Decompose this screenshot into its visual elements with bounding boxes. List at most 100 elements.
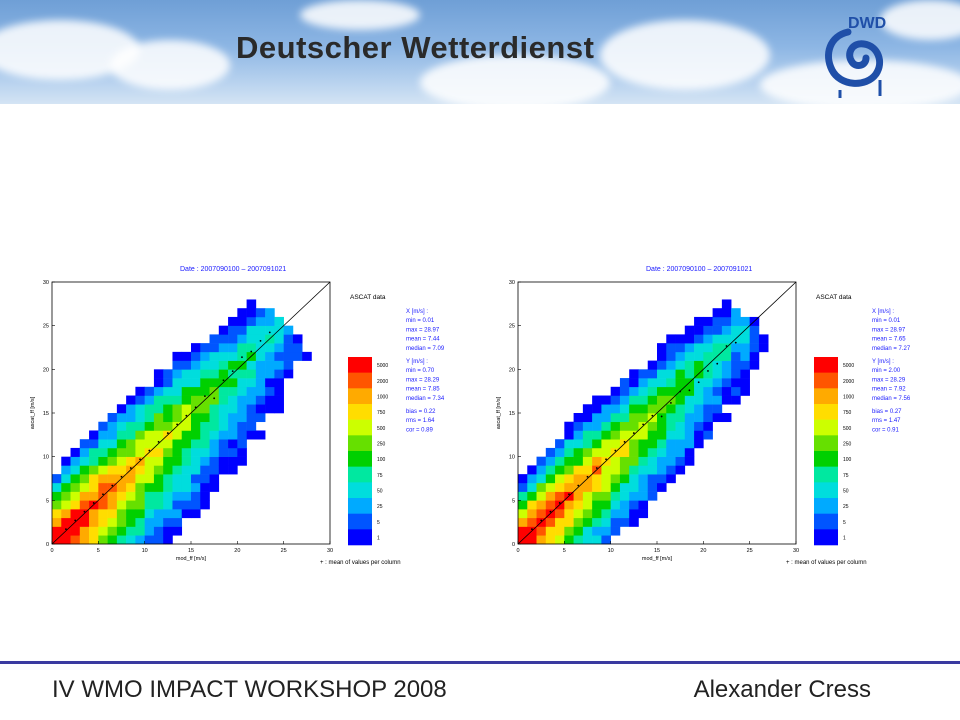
heatmap-cell — [98, 430, 108, 440]
heatmap-cell — [98, 456, 108, 466]
heatmap-cell — [181, 491, 192, 501]
colorbar-label: 250 — [377, 442, 386, 448]
heatmap-cell — [163, 378, 173, 388]
heatmap-cell — [684, 386, 695, 396]
heatmap-cell — [274, 343, 284, 353]
heatmap-cell — [703, 404, 713, 414]
colorbar-label: 750 — [843, 410, 852, 416]
colorbar-label: 1000 — [377, 395, 388, 401]
colorbar-label: 25 — [377, 504, 383, 510]
heatmap-cell — [116, 404, 127, 414]
heatmap-cell — [703, 369, 713, 379]
heatmap-cell — [573, 509, 584, 519]
heatmap-cell — [228, 439, 238, 449]
heatmap-cell — [153, 535, 164, 545]
heatmap-cell — [153, 482, 164, 492]
heatmap-cell — [107, 430, 118, 440]
heatmap-cell — [61, 456, 71, 466]
stats-line: rms = 1.64 — [406, 418, 435, 424]
heatmap-cell — [601, 491, 611, 501]
heatmap-cell — [265, 378, 275, 388]
heatmap-cell — [740, 378, 750, 388]
heatmap-cell — [592, 491, 602, 501]
heatmap-cell — [52, 517, 62, 527]
heatmap-cell — [564, 447, 574, 457]
heatmap-cell — [647, 360, 658, 370]
heatmap-cell — [209, 439, 220, 449]
heatmap-cell — [237, 386, 247, 396]
heatmap-cell — [536, 482, 547, 492]
colorbar-swatch — [814, 419, 838, 436]
heatmap-cell — [237, 334, 247, 344]
heatmap-cell — [89, 465, 99, 475]
heatmap-cell — [200, 351, 210, 361]
heatmap-cell — [274, 386, 284, 396]
heatmap-cell — [647, 474, 658, 484]
heatmap-cell — [619, 421, 630, 431]
heatmap-cell — [601, 517, 611, 527]
mean-marker — [549, 510, 552, 513]
heatmap-cell — [675, 334, 686, 344]
heatmap-cell — [191, 395, 201, 405]
heatmap-cell — [712, 413, 723, 423]
heatmap-cell — [601, 395, 611, 405]
heatmap-cell — [619, 509, 630, 519]
heatmap-cell — [684, 421, 695, 431]
heatmap-cell — [107, 439, 118, 449]
heatmap-cell — [610, 500, 621, 510]
x-tick-label: 0 — [50, 548, 53, 554]
heatmap-cell — [126, 517, 136, 527]
mean-marker — [595, 467, 598, 469]
heatmap-cell — [107, 456, 118, 466]
heatmap-cell — [246, 395, 257, 405]
heatmap-cell — [283, 360, 294, 370]
stats-line: min = 0.01 — [406, 318, 435, 324]
heatmap-cell — [666, 369, 676, 379]
heatmap-cell — [629, 474, 639, 484]
mean-marker — [558, 502, 561, 504]
heatmap-cell — [191, 351, 201, 361]
heatmap-cell — [731, 395, 741, 405]
heatmap-cell — [666, 413, 676, 423]
heatmap-cell — [255, 404, 266, 414]
heatmap-cell — [274, 360, 284, 370]
x-axis-label: mod_ff [m/s] — [642, 556, 673, 562]
heatmap-cell — [731, 316, 741, 326]
heatmap-cell — [144, 474, 155, 484]
heatmap-cell — [153, 369, 164, 379]
heatmap-cell — [246, 343, 257, 353]
heatmap-cell — [52, 491, 62, 501]
heatmap-cell — [265, 325, 275, 335]
heatmap-cell — [527, 465, 537, 475]
heatmap-cell — [647, 404, 658, 414]
mean-marker — [176, 423, 179, 426]
colorbar-swatch — [814, 388, 838, 405]
heatmap-cell — [592, 535, 602, 545]
heatmap-cell — [573, 491, 584, 501]
mean-marker — [734, 341, 737, 344]
heatmap-cell — [89, 509, 99, 519]
heatmap-cell — [255, 369, 266, 379]
heatmap-cell — [647, 456, 658, 466]
heatmap-cell — [218, 360, 229, 370]
heatmap-cell — [555, 447, 565, 457]
heatmap-cell — [573, 421, 584, 431]
y-axis-label: ascat_ff [m/s] — [30, 396, 36, 429]
heatmap-cell — [126, 439, 136, 449]
heatmap-cell — [592, 517, 602, 527]
heatmap-cell — [209, 456, 220, 466]
heatmap-cell — [126, 413, 136, 423]
heatmap-cell — [675, 413, 686, 423]
heatmap-cell — [536, 456, 547, 466]
heatmap-cell — [684, 325, 695, 335]
heatmap-cell — [629, 439, 639, 449]
heatmap-cell — [638, 456, 649, 466]
heatmap-cell — [135, 509, 145, 519]
heatmap-cell — [79, 474, 90, 484]
heatmap-cell — [601, 413, 611, 423]
heatmap-cell — [657, 378, 667, 388]
heatmap-cell — [172, 474, 183, 484]
mean-marker — [213, 397, 216, 400]
heatmap-cell — [657, 369, 667, 379]
heatmap-cell — [619, 500, 630, 510]
